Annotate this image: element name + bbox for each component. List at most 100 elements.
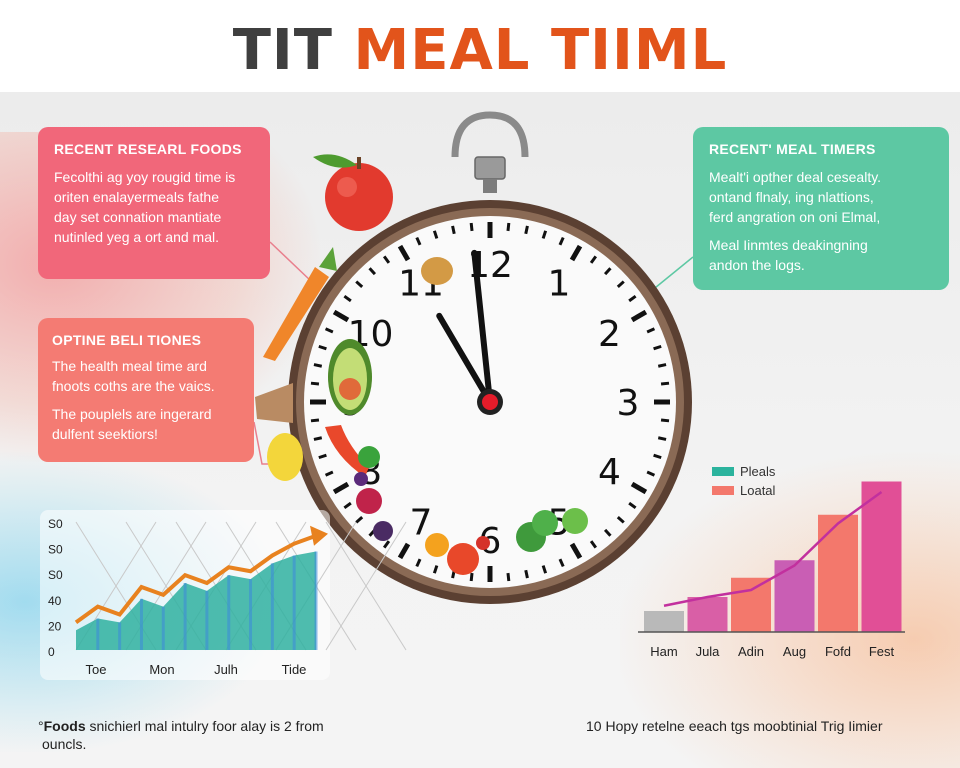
clock-hands bbox=[436, 249, 503, 415]
clock-tick bbox=[569, 244, 583, 262]
bar bbox=[731, 577, 771, 632]
optine-line: The health meal time ard bbox=[52, 358, 207, 374]
page-title: TIT MEAL TIIML bbox=[0, 18, 960, 83]
apple-icon bbox=[313, 154, 393, 231]
clock-tick bbox=[343, 501, 352, 510]
clock-tick bbox=[603, 528, 612, 537]
bar-chart-legend: Pleals Loatal bbox=[712, 464, 775, 502]
clock-tick bbox=[653, 344, 662, 351]
grid-line bbox=[325, 521, 407, 651]
clock-tick bbox=[558, 236, 565, 246]
recent-meal-timers-title: RECENT' MEAL TIMERS bbox=[709, 141, 876, 157]
berries-icon bbox=[354, 472, 393, 541]
x-tick-label: Tide bbox=[282, 662, 307, 677]
infographic-canvas: RECENT RESEARL FOODS Fecolthi ag yoy rou… bbox=[0, 92, 960, 768]
clock-tick bbox=[660, 381, 670, 386]
area-chart-svg: S0 S0 S0 40 20 0 Toe Mon Julh Tide bbox=[40, 510, 407, 680]
clock-numeral: 7 bbox=[410, 503, 433, 544]
clock-tick bbox=[616, 515, 625, 524]
y-tick-label: S0 bbox=[48, 517, 63, 531]
y-tick-label: S0 bbox=[48, 568, 63, 582]
clock-ticks bbox=[310, 222, 670, 582]
y-tick-label: 40 bbox=[48, 594, 62, 608]
line-series bbox=[74, 533, 317, 625]
clock-numeral: 2 bbox=[598, 314, 621, 355]
clock-tick bbox=[589, 540, 598, 549]
header: TIT MEAL TIIML bbox=[0, 0, 960, 92]
clock-tick bbox=[310, 381, 320, 386]
clock-tick bbox=[318, 344, 327, 351]
x-tick-label: Fofd bbox=[825, 644, 851, 659]
clock-center-cap bbox=[482, 394, 498, 410]
clock-tick bbox=[469, 572, 474, 582]
clock-tick bbox=[318, 453, 327, 460]
growth-area-chart: S0 S0 S0 40 20 0 Toe Mon Julh Tide bbox=[40, 510, 407, 680]
optine-box: OPTINE BELI TIONES The health meal time … bbox=[38, 318, 254, 462]
clock-tick bbox=[524, 569, 529, 579]
recent-research-box: RECENT RESEARL FOODS Fecolthi ag yoy rou… bbox=[38, 127, 270, 279]
food-icons bbox=[255, 154, 588, 575]
legend-swatch-teal bbox=[712, 467, 734, 476]
clock-tick bbox=[382, 540, 391, 549]
clock-tick bbox=[603, 267, 612, 276]
x-tick-label: Julh bbox=[214, 662, 238, 677]
clock-numeral: 5 bbox=[548, 503, 571, 544]
clock-tick bbox=[541, 565, 548, 574]
optine-line: The pouplels are ingerard bbox=[52, 406, 212, 422]
clock-tick bbox=[355, 515, 364, 524]
optine-title: OPTINE BELI TIONES bbox=[52, 332, 202, 348]
stopwatch-clock: 121234567891011 bbox=[245, 107, 715, 607]
meal-timers-line: andon the logs. bbox=[709, 257, 805, 273]
clock-tick bbox=[628, 501, 637, 510]
clock-numeral: 1 bbox=[548, 263, 571, 304]
clock-tick bbox=[506, 572, 511, 582]
title-part-1: TIT bbox=[232, 18, 333, 83]
meal-timers-line: Mealt'i opther deal cesealty. bbox=[709, 169, 882, 185]
legend-swatch-salmon bbox=[712, 486, 734, 495]
x-tick-label: Toe bbox=[86, 662, 107, 677]
recent-meal-timers-box: RECENT' MEAL TIMERS Mealt'i opther deal … bbox=[693, 127, 949, 290]
meal-bar-chart: Ham Jula Adin Aug Fofd Fest bbox=[630, 447, 930, 667]
clock-tick bbox=[630, 309, 648, 323]
bar bbox=[774, 560, 815, 632]
clock-tick bbox=[415, 558, 422, 568]
clock-tick bbox=[469, 222, 474, 232]
bar bbox=[818, 514, 858, 632]
clock-tick bbox=[616, 280, 625, 289]
clock-tick bbox=[657, 363, 667, 368]
meal-timers-line: Meal Iinmtes deakingning bbox=[709, 237, 868, 253]
clock-numeral: 3 bbox=[617, 383, 640, 424]
x-tick-label: Ham bbox=[650, 644, 677, 659]
hour-hand bbox=[436, 312, 493, 405]
clock-tick bbox=[646, 327, 656, 334]
x-tick-label: Adin bbox=[738, 644, 764, 659]
optine-line: fnoots coths are the vaics. bbox=[52, 378, 215, 394]
area-series bbox=[76, 551, 316, 650]
recent-research-line: nutinled yeg a ort and mal. bbox=[54, 229, 219, 245]
clock-tick bbox=[415, 236, 422, 246]
footer-note-right: 10 Hopy retelne eeach tgs moobtinial Tri… bbox=[586, 718, 883, 734]
bar bbox=[644, 611, 684, 632]
clock-tick bbox=[432, 565, 439, 574]
y-tick-label: S0 bbox=[48, 543, 63, 557]
clock-tick bbox=[569, 542, 583, 560]
clock-tick bbox=[397, 542, 411, 560]
legend-label: Loatal bbox=[740, 483, 776, 498]
clock-tick bbox=[630, 481, 648, 495]
lemon-icon bbox=[267, 433, 303, 481]
clock-tick bbox=[451, 225, 456, 235]
trend-line bbox=[663, 490, 883, 607]
clock-tick bbox=[628, 294, 637, 303]
footer-bullet: ° bbox=[38, 718, 44, 734]
clock-tick bbox=[524, 225, 529, 235]
bread-icon bbox=[255, 383, 293, 423]
clock-tick bbox=[657, 436, 667, 441]
clock-tick bbox=[589, 255, 598, 264]
clock-tick bbox=[397, 244, 411, 262]
title-part-2: MEAL TIIML bbox=[353, 18, 728, 83]
stopwatch-crown-icon bbox=[451, 111, 529, 193]
clock-tick bbox=[324, 470, 334, 477]
footer-left-text: snichierl mal intulry foor alay is 2 fro… bbox=[85, 718, 324, 734]
clock-tick bbox=[313, 363, 323, 368]
clock-tick bbox=[310, 418, 320, 423]
